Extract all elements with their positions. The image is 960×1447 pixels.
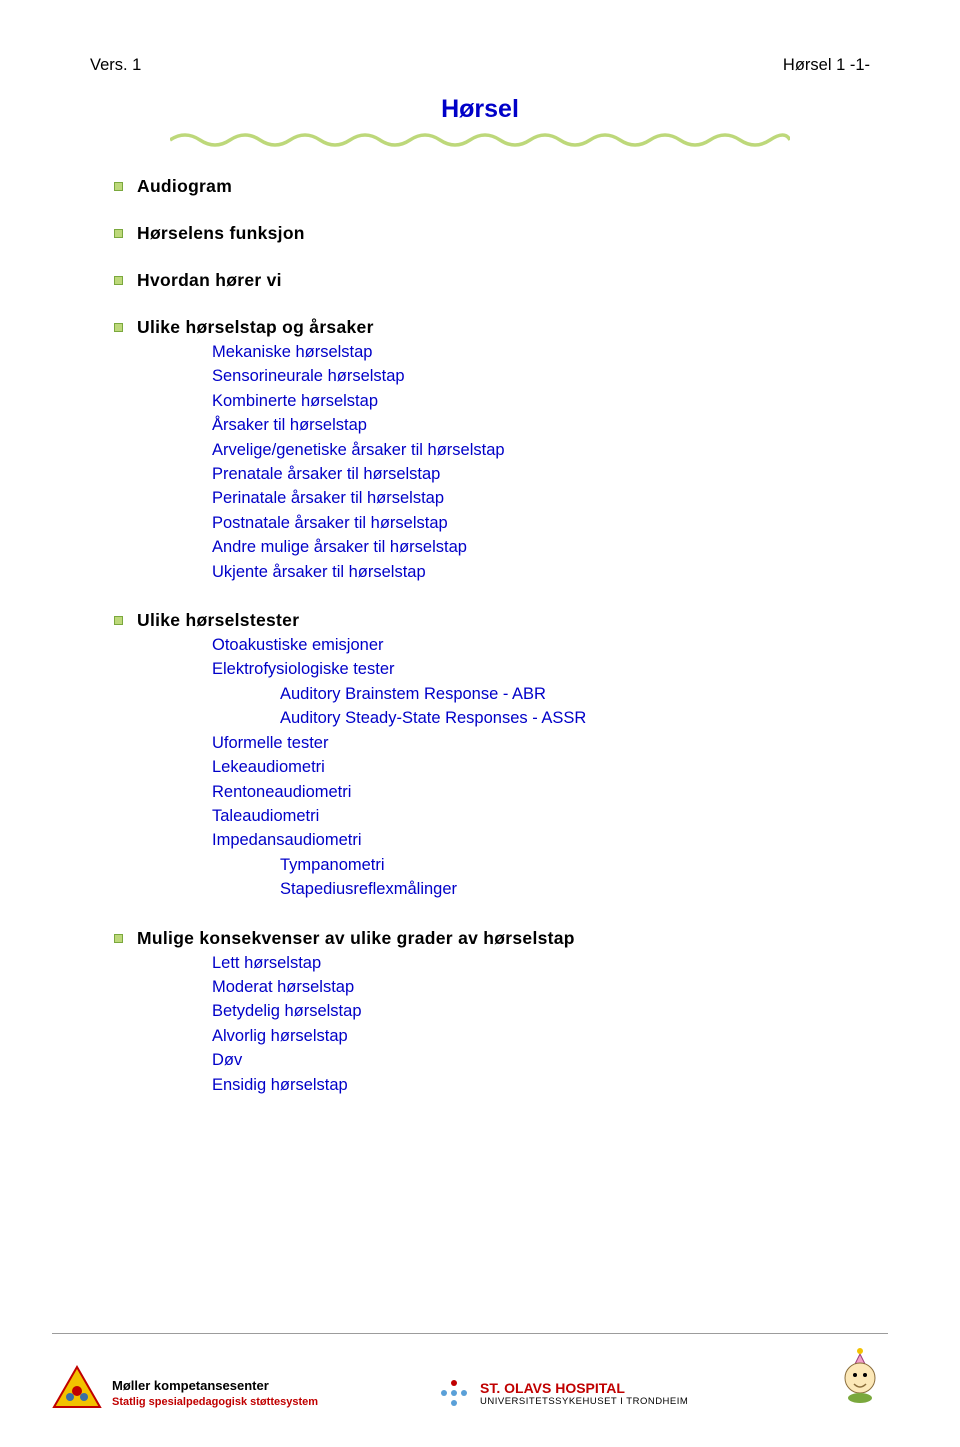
triangle-icon <box>52 1365 102 1409</box>
link-item[interactable]: Andre mulige årsaker til hørselstap <box>212 535 870 559</box>
footer-left-line2: Statlig spesialpedagogisk støttesystem <box>112 1395 318 1409</box>
bullet-square-icon <box>114 182 123 191</box>
link-item[interactable]: Elektrofysiologiske tester <box>212 657 870 681</box>
section-heading: Hvordan hører vi <box>114 270 870 291</box>
section-heading: Ulike hørselstester <box>114 610 870 631</box>
section-mulige-konsekvenser: Mulige konsekvenser av ulike grader av h… <box>90 928 870 1097</box>
page-header: Vers. 1 Hørsel 1 -1- <box>90 56 870 75</box>
dots-icon <box>438 1377 470 1409</box>
link-item[interactable]: Ukjente årsaker til hørselstap <box>212 560 870 584</box>
bullet-square-icon <box>114 323 123 332</box>
link-item[interactable]: Døv <box>212 1048 870 1072</box>
version-label: Vers. 1 <box>90 56 141 75</box>
link-subitem[interactable]: Auditory Brainstem Response - ABR <box>280 682 870 706</box>
section-title[interactable]: Hørselens funksjon <box>137 223 305 244</box>
page-body: Vers. 1 Hørsel 1 -1- Hørsel Audiogram Hø… <box>0 0 960 1097</box>
section-title[interactable]: Audiogram <box>137 176 232 197</box>
link-item[interactable]: Rentoneaudiometri <box>212 780 870 804</box>
section-ulike-horselstap: Ulike hørselstap og årsaker Mekaniske hø… <box>90 317 870 584</box>
section-heading: Ulike hørselstap og årsaker <box>114 317 870 338</box>
bullet-square-icon <box>114 934 123 943</box>
footer-center-line1: ST. OLAVS HOSPITAL <box>480 1380 688 1396</box>
wavy-divider <box>170 130 790 148</box>
logo-moller-text: Møller kompetansesenter Statlig spesialp… <box>112 1378 318 1409</box>
bullet-square-icon <box>114 616 123 625</box>
link-item[interactable]: Impedansaudiometri <box>212 828 870 852</box>
link-subitem[interactable]: Tympanometri <box>280 853 870 877</box>
link-item[interactable]: Sensorineurale hørselstap <box>212 364 870 388</box>
bullet-square-icon <box>114 229 123 238</box>
doc-reference: Hørsel 1 -1- <box>783 56 870 75</box>
logo-stolavs: ST. OLAVS HOSPITAL UNIVERSITETSSYKEHUSET… <box>438 1377 688 1409</box>
link-item[interactable]: Otoakustiske emisjoner <box>212 633 870 657</box>
section-title[interactable]: Mulige konsekvenser av ulike grader av h… <box>137 928 575 949</box>
bullet-square-icon <box>114 276 123 285</box>
logo-moller: Møller kompetansesenter Statlig spesialp… <box>52 1365 318 1409</box>
section-heading: Mulige konsekvenser av ulike grader av h… <box>114 928 870 949</box>
section-hvordan-horer-vi: Hvordan hører vi <box>90 270 870 291</box>
footer-center-line2: UNIVERSITETSSYKEHUSET I TRONDHEIM <box>480 1396 688 1407</box>
link-item[interactable]: Taleaudiometri <box>212 804 870 828</box>
link-item[interactable]: Betydelig hørselstap <box>212 999 870 1023</box>
link-subitem[interactable]: Stapediusreflexmålinger <box>280 877 870 901</box>
link-item[interactable]: Lett hørselstap <box>212 951 870 975</box>
footer-divider <box>52 1333 888 1334</box>
link-item[interactable]: Perinatale årsaker til hørselstap <box>212 486 870 510</box>
link-item[interactable]: Moderat hørselstap <box>212 975 870 999</box>
link-item[interactable]: Mekaniske hørselstap <box>212 340 870 364</box>
section-audiogram: Audiogram <box>90 176 870 197</box>
section-horselens-funksjon: Hørselens funksjon <box>90 223 870 244</box>
link-item[interactable]: Arvelige/genetiske årsaker til hørselsta… <box>212 438 870 462</box>
link-item[interactable]: Postnatale årsaker til hørselstap <box>212 511 870 535</box>
link-item[interactable]: Uformelle tester <box>212 731 870 755</box>
link-item[interactable]: Alvorlig hørselstap <box>212 1024 870 1048</box>
footer-left-line1: Møller kompetansesenter <box>112 1378 318 1395</box>
section-title[interactable]: Ulike hørselstester <box>137 610 299 631</box>
mascot-icon <box>832 1348 888 1409</box>
section-ulike-horseltester: Ulike hørselstester Otoakustiske emisjon… <box>90 610 870 901</box>
link-item[interactable]: Årsaker til hørselstap <box>212 413 870 437</box>
link-item[interactable]: Ensidig hørselstap <box>212 1073 870 1097</box>
section-heading: Audiogram <box>114 176 870 197</box>
section-heading: Hørselens funksjon <box>114 223 870 244</box>
section-title[interactable]: Ulike hørselstap og årsaker <box>137 317 374 338</box>
logo-stolavs-text: ST. OLAVS HOSPITAL UNIVERSITETSSYKEHUSET… <box>480 1380 688 1407</box>
link-item[interactable]: Kombinerte hørselstap <box>212 389 870 413</box>
footer-row: Møller kompetansesenter Statlig spesialp… <box>52 1348 888 1409</box>
page-footer: Møller kompetansesenter Statlig spesialp… <box>0 1333 960 1409</box>
page-title: Hørsel <box>90 95 870 124</box>
link-subitem[interactable]: Auditory Steady-State Responses - ASSR <box>280 706 870 730</box>
section-title[interactable]: Hvordan hører vi <box>137 270 282 291</box>
link-item[interactable]: Prenatale årsaker til hørselstap <box>212 462 870 486</box>
link-item[interactable]: Lekeaudiometri <box>212 755 870 779</box>
